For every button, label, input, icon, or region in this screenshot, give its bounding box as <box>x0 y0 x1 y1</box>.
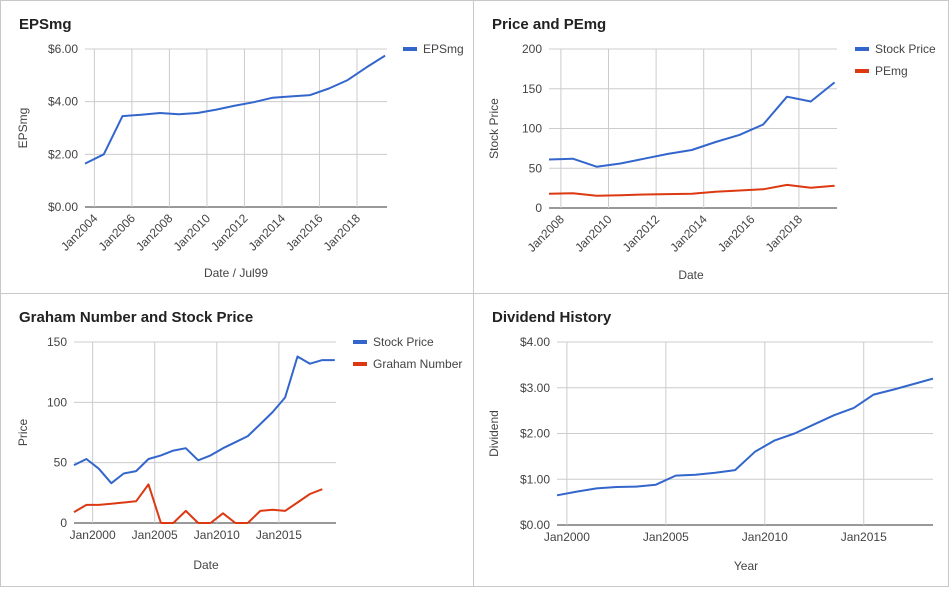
y-tick-label: $0.00 <box>48 200 78 214</box>
y-tick-label: 150 <box>47 335 67 349</box>
y-tick-label: $6.00 <box>48 42 78 56</box>
x-tick-label: Jan2000 <box>544 530 590 544</box>
x-tick-label: Jan2015 <box>256 528 302 542</box>
x-axis-title: Date / Jul99 <box>204 266 268 280</box>
legend-label: Stock Price <box>373 335 434 349</box>
x-tick-label: Jan2010 <box>742 530 788 544</box>
y-tick-label: $0.00 <box>520 518 550 532</box>
chart-title: EPSmg <box>19 16 72 33</box>
x-tick-label: Jan2010 <box>171 211 214 254</box>
x-tick-label: Jan2018 <box>321 211 364 254</box>
legend-swatch <box>353 340 367 344</box>
y-axis-title: Price <box>16 419 30 447</box>
y-tick-label: 100 <box>47 395 67 409</box>
x-tick-label: Jan2010 <box>194 528 240 542</box>
y-axis-title: EPSmg <box>16 108 30 149</box>
x-axis-title: Date <box>193 558 219 572</box>
legend-label: Stock Price <box>875 42 936 56</box>
x-tick-label: Jan2014 <box>246 211 289 254</box>
price-pemg-chart-panel: Price and PEmg 0 50 100 150 200 Jan2008 Jan2010… <box>473 0 949 294</box>
epsmg-chart-svg: EPSmg$0.00$2.00$4.00$6.00Jan2004Jan2006J… <box>16 16 464 280</box>
legend-label: PEmg <box>875 64 908 78</box>
x-tick-label: Jan2016 <box>283 211 326 254</box>
chart-title: Price and PEmg <box>492 16 606 33</box>
x-axis-title: Date <box>678 268 704 282</box>
dividend-history-chart-panel: Dividend History $0.00 $1.00 $2.00 $3.00 $4.0… <box>473 293 949 587</box>
x-tick-label: Jan2015 <box>841 530 887 544</box>
graham-number-chart-panel: Graham Number and Stock Price 0 50 100 150 Ja… <box>0 293 474 587</box>
series-line-graham-number <box>73 483 323 524</box>
y-tick-label: 0 <box>60 516 67 530</box>
y-tick-label: $4.00 <box>520 335 550 349</box>
legend-swatch <box>855 47 869 51</box>
y-tick-label: 50 <box>54 456 68 470</box>
legend-label: Graham Number <box>373 357 462 371</box>
x-axis-title: Year <box>734 559 758 573</box>
x-tick-label: Jan2010 <box>572 212 615 255</box>
y-tick-label: 0 <box>535 201 542 215</box>
y-tick-label: $3.00 <box>520 381 550 395</box>
x-tick-label: Jan2012 <box>208 211 251 254</box>
epsmg-chart-panel: EPSmg $0.00 $2.00 $4.00 $6.00 Jan2004 Jan2006 J… <box>0 0 474 294</box>
legend-swatch <box>353 362 367 366</box>
x-tick-label: Jan2012 <box>620 212 663 255</box>
legend-swatch <box>403 47 417 51</box>
y-axis-title: Stock Price <box>487 98 501 159</box>
dividend-chart-svg: Dividend History $0.00 $1.00 $2.00 $3.00 $4.0… <box>487 309 934 573</box>
legend-swatch <box>855 69 869 73</box>
x-tick-label: Jan2008 <box>525 212 568 255</box>
x-tick-label: Jan2018 <box>763 212 806 255</box>
x-tick-label: Jan2006 <box>96 211 139 254</box>
series-line-dividend <box>556 377 934 497</box>
y-tick-label: 200 <box>522 42 542 56</box>
x-tick-label: Jan2005 <box>643 530 689 544</box>
chart-title: Dividend History <box>492 309 612 326</box>
x-tick-label: Jan2014 <box>667 212 710 255</box>
x-tick-label: Jan2004 <box>58 211 101 254</box>
y-tick-label: $2.00 <box>520 427 550 441</box>
series-line-epsmg <box>84 54 386 165</box>
y-tick-label: $2.00 <box>48 147 78 161</box>
chart-title: Graham Number and Stock Price <box>19 309 253 326</box>
series-line-stock-price <box>73 355 335 485</box>
y-tick-label: 100 <box>522 122 542 136</box>
series-line-stock-price <box>548 81 836 168</box>
x-tick-label: Jan2008 <box>133 211 176 254</box>
price-pemg-chart-svg: Price and PEmg 0 50 100 150 200 Jan2008 Jan2010… <box>487 16 936 282</box>
graham-chart-svg: Graham Number and Stock Price 0 50 100 150 Ja… <box>16 309 462 572</box>
x-tick-label: Jan2000 <box>70 528 116 542</box>
x-tick-label: Jan2005 <box>132 528 178 542</box>
y-axis-title: Dividend <box>487 410 501 457</box>
y-tick-label: $4.00 <box>48 95 78 109</box>
y-tick-label: 50 <box>529 161 543 175</box>
legend-label: EPSmg <box>423 42 464 56</box>
x-tick-label: Jan2016 <box>715 212 758 255</box>
y-tick-label: 150 <box>522 82 542 96</box>
series-line-pemg <box>548 183 835 197</box>
y-tick-label: $1.00 <box>520 472 550 486</box>
